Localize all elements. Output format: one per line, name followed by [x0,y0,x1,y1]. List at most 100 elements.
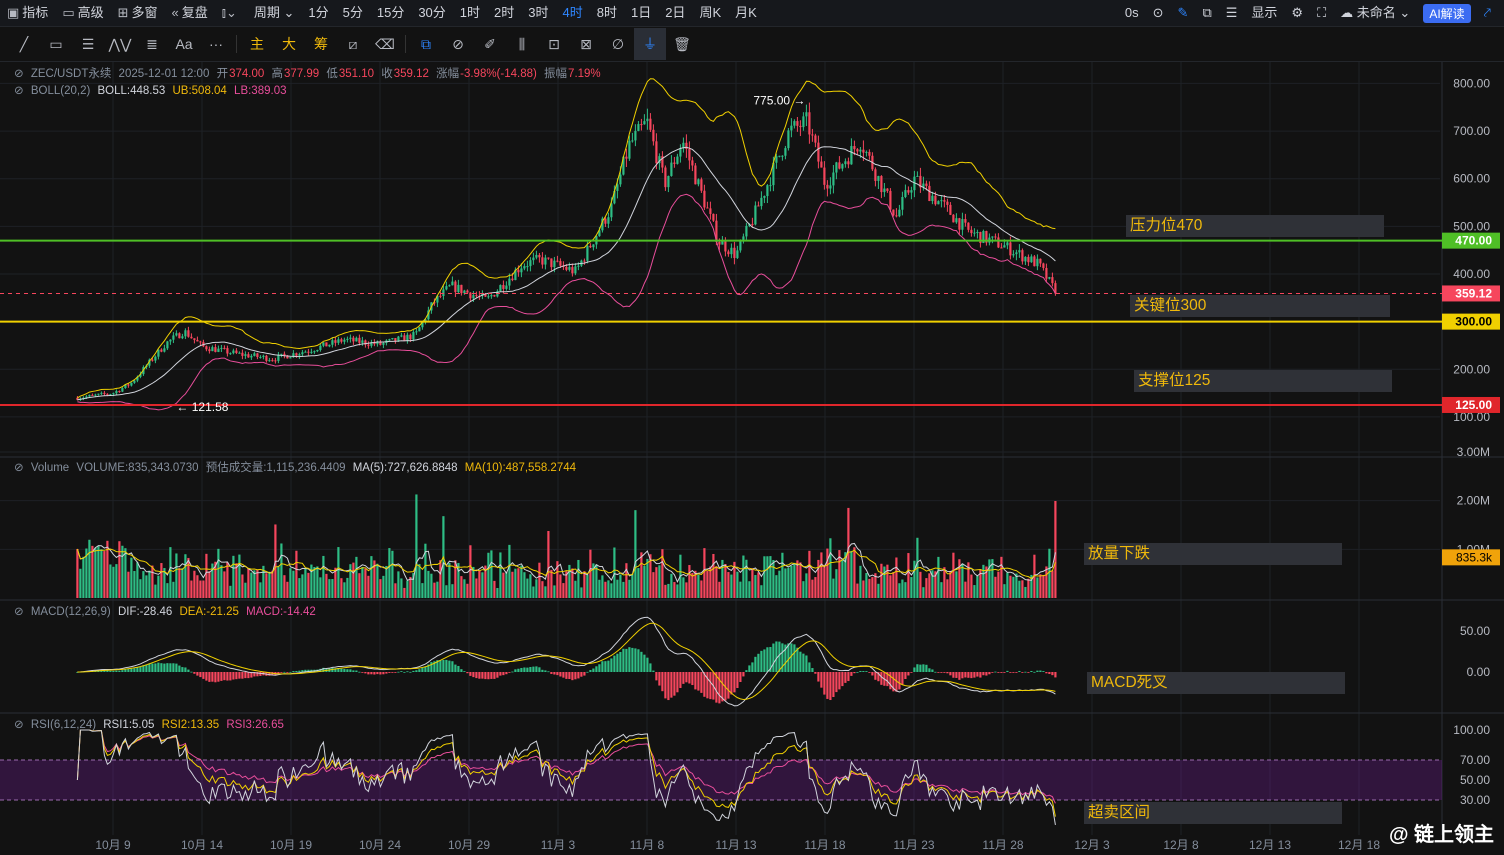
ruler-icon[interactable]: ⊘ [452,36,464,52]
macd-bar [982,672,985,676]
macd-bar [451,661,454,672]
key-level-annotation[interactable]: 关键位300 [1130,295,1390,317]
candle-body [466,290,469,293]
display-button[interactable]: 显示 [1251,5,1278,20]
brush-icon[interactable]: ✐ [484,36,496,52]
fullscreen-icon[interactable]: ⛶ [1317,5,1327,20]
advanced-button[interactable]: ▭ 高级 [55,0,110,26]
edit-icon[interactable]: ⊠ [580,36,592,52]
volume-bar [253,570,256,598]
candle-body [409,334,412,340]
macd-bar [76,672,79,673]
macd-bar [997,672,1000,673]
macd-bar [586,671,589,673]
volume-bar [349,564,352,598]
support-annotation[interactable]: 支撑位125 [1134,370,1392,392]
tab-timeframe[interactable]: 8时 [596,5,617,20]
rsi-annotation[interactable]: 超卖区间 [1084,802,1342,824]
candle-body [817,142,820,162]
more-icon[interactable]: ··· [209,36,223,52]
magnet-icon[interactable]: ∅ [611,36,625,52]
tab-timeframe[interactable]: 5分 [342,5,363,20]
main-tool[interactable]: 主 [250,36,264,52]
collapse-icon[interactable]: ⊘ [14,85,24,97]
channel-icon[interactable]: ≣ [146,36,158,52]
candle-body [784,148,787,156]
filter-icon[interactable]: ⏚ [634,28,666,60]
settings-icon[interactable]: ⚙ [1291,5,1304,20]
tab-timeframe[interactable]: 2时 [494,5,515,20]
tab-timeframe[interactable]: 3时 [528,5,549,20]
pattern-icon[interactable]: ⋀⋁ [108,36,132,52]
tab-timeframe[interactable]: 1时 [459,5,481,20]
tab-timeframe[interactable]: 30分 [418,5,446,20]
fib-icon[interactable]: ☰ [81,36,95,52]
volume-bar [517,568,520,598]
copy-icon[interactable]: ⧉ [421,36,431,52]
tab-timeframe[interactable]: 15分 [376,5,405,20]
candle-body [415,331,418,333]
cloud-save-button[interactable]: ☁ 未命名 ⌄ [1340,5,1411,20]
replay-button[interactable]: «复盘 [165,0,215,26]
camera-icon[interactable]: ⊙ [1152,5,1164,20]
volume-bar [814,577,817,598]
rect-icon[interactable]: ▭ [49,36,63,52]
macd-bar [931,669,934,672]
volume-bar [334,567,337,598]
trash-icon[interactable]: 🗑 [673,36,691,52]
tab-timeframe[interactable]: 周K [699,5,722,20]
volume-bar [943,567,946,598]
candle-body [139,374,142,377]
text-tool[interactable]: Aa [175,36,193,52]
boll-name: BOLL(20,2) [30,85,91,97]
collapse-icon[interactable]: ⊘ [14,462,24,474]
collapse-icon[interactable]: ⊘ [14,606,24,618]
list-icon[interactable]: ☰ [1225,5,1238,20]
volume-bar [241,574,244,598]
volume-est: 预估成交量:1,115,236.4409 [205,462,346,474]
volume-bar [877,583,880,598]
candle-body [676,156,679,164]
tab-timeframe[interactable]: 1分 [308,5,329,20]
volume-bar [271,570,274,598]
macd-bar [763,649,766,672]
period-dropdown[interactable]: 周期 ⌄ [253,5,295,20]
large-tool[interactable]: 大 [282,36,296,52]
grid-icon[interactable]: ⫼ [518,36,526,52]
trendline-icon[interactable]: ╱ [19,36,29,52]
ai-interpret-button[interactable]: AI解读 [1423,3,1471,23]
tab-timeframe[interactable]: 1日 [630,5,652,20]
volume-bar [997,571,1000,598]
eraser-icon[interactable]: ⌫ [375,36,395,52]
collapse-icon[interactable]: ⊘ [14,719,24,731]
pen-icon[interactable]: ✎ [1177,5,1189,20]
macd-annotation[interactable]: MACD死叉 [1087,672,1345,694]
candle-body [835,162,838,173]
chip-tool[interactable]: 筹 [314,36,328,52]
tab-timeframe[interactable]: 4时 [562,5,583,20]
popout-icon[interactable]: ⧉ [1202,5,1212,20]
candle-body [286,355,289,359]
volume-bar [820,552,823,598]
volume-bar [172,581,175,598]
lock-icon[interactable]: ⊡ [548,36,560,52]
volume-bar [904,582,907,598]
candle-body [442,289,445,296]
volume-bar [472,566,475,598]
macd-bar [880,672,883,685]
resistance-annotation[interactable]: 压力位470 [1126,215,1384,237]
candle-type-button[interactable]: ⫾⌄ [215,0,247,26]
tab-timeframe[interactable]: 2日 [665,5,686,20]
tab-timeframe[interactable]: 月K [735,5,757,20]
volume-annotation[interactable]: 放量下跌 [1084,543,1342,565]
candle-body [883,188,886,193]
tool-a-icon[interactable]: ⧄ [348,36,358,52]
chart-canvas[interactable]: 10月 9 10月 14 10月 19 10月 24 10月 29 11月 3 11月 8 1… [0,62,1504,855]
collapse-icon[interactable]: ⊘ [14,68,24,80]
indicator-button[interactable]: ▣ 指标 [0,0,55,26]
y-tick-label: 3.00M [1457,445,1490,459]
macd-bar [829,672,832,701]
macd-bar [283,671,286,673]
share-icon[interactable]: ⤤ [1483,5,1491,20]
multiwindow-button[interactable]: ⊞ 多窗 [111,0,165,26]
